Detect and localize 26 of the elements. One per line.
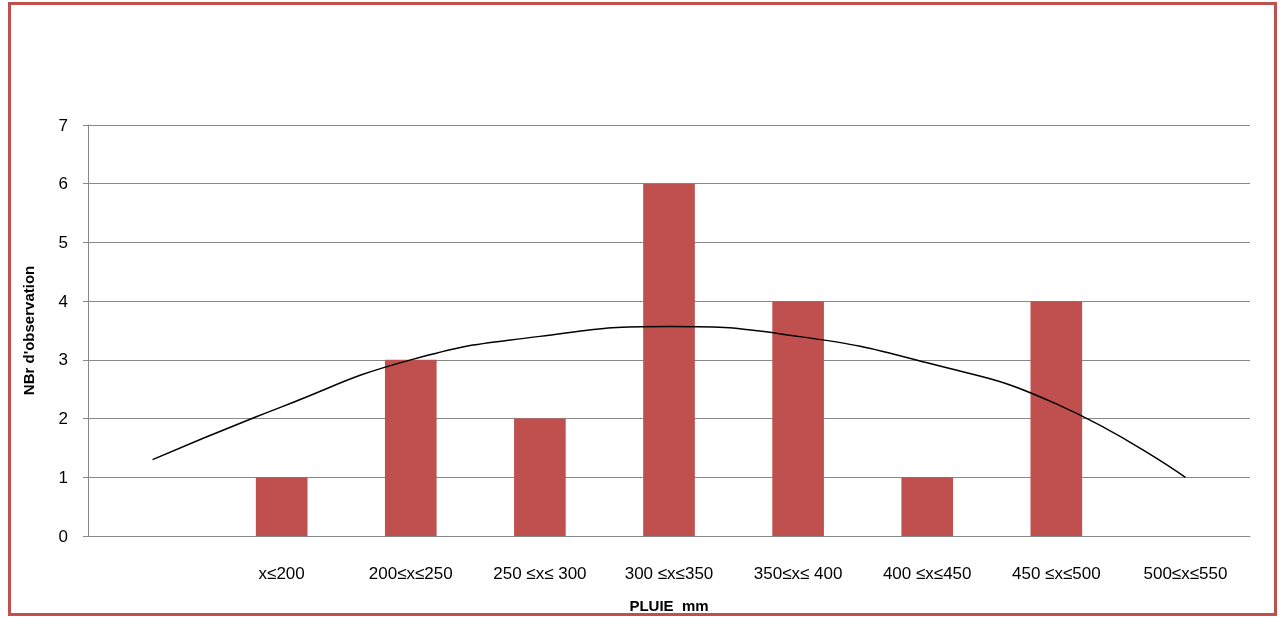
x-tick-label: 500≤x≤550: [1143, 563, 1228, 583]
x-tick-label: x≤200: [258, 563, 305, 583]
x-tick-label: 350≤x≤ 400: [753, 563, 843, 583]
bar: [901, 477, 954, 536]
bar: [384, 359, 437, 536]
y-tick-label: 7: [58, 115, 68, 135]
bar: [772, 301, 824, 536]
y-tick-label: 3: [58, 350, 68, 370]
bar: [514, 418, 566, 536]
line-series: [151, 325, 1187, 479]
bar: [255, 477, 308, 536]
y-tick-label: 4: [58, 291, 68, 311]
x-tick-label: 300 ≤x≤350: [624, 563, 714, 583]
x-tick-label: 250 ≤x≤ 300: [493, 563, 587, 583]
bar: [643, 183, 695, 536]
x-axis-title: PLUIE mm: [629, 597, 709, 614]
x-tick-label: 400 ≤x≤450: [882, 563, 972, 583]
y-tick-label: 6: [58, 174, 68, 194]
x-tick-label: 200≤x≤250: [368, 563, 453, 583]
y-tick-label: 2: [58, 409, 68, 429]
y-tick-label: 1: [58, 467, 68, 487]
y-axis-title: NBr d'observation: [20, 265, 37, 396]
bar: [1030, 301, 1083, 536]
y-tick-label: 5: [58, 232, 68, 252]
y-tick-label: 0: [58, 526, 68, 546]
x-tick-label: 450 ≤x≤500: [1012, 563, 1101, 583]
